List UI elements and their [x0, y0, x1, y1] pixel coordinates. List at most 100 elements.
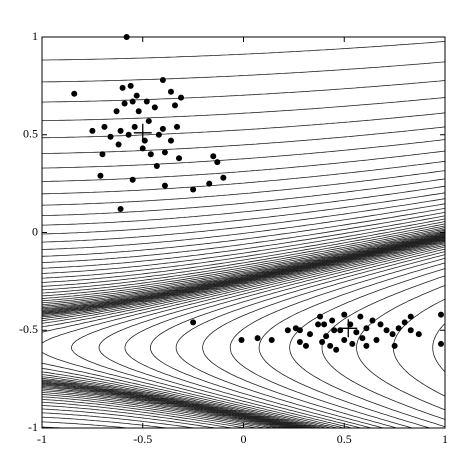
contour-line	[229, 257, 446, 429]
contour-line	[42, 61, 446, 83]
data-point	[101, 123, 108, 130]
data-point	[357, 313, 364, 320]
center-marker	[133, 123, 152, 142]
data-point	[139, 145, 146, 152]
contour-line	[41, 126, 446, 154]
data-point	[119, 84, 126, 91]
data-point	[107, 133, 114, 140]
contour-line	[41, 221, 446, 429]
data-point	[383, 327, 390, 334]
contour-line	[41, 215, 446, 429]
data-point	[395, 325, 402, 332]
contour-line	[41, 198, 446, 243]
x-tick-label: -0.5	[133, 432, 152, 446]
data-point	[145, 118, 152, 125]
data-point	[117, 206, 124, 213]
contour-line	[41, 235, 446, 429]
contour-line	[98, 244, 446, 429]
contour-line	[175, 251, 446, 429]
data-point	[176, 155, 183, 162]
contour-line	[124, 246, 446, 429]
data-point	[151, 104, 158, 111]
data-point	[206, 180, 213, 187]
data-point	[147, 151, 154, 158]
contour-line	[41, 185, 446, 226]
data-point	[161, 149, 168, 156]
contour-line	[41, 229, 446, 429]
data-point	[167, 88, 174, 95]
data-point	[113, 108, 120, 115]
x-tick-label: -1	[37, 432, 47, 446]
data-point	[296, 327, 303, 334]
data-point	[302, 342, 309, 349]
data-point	[373, 337, 380, 344]
y-tick-label: 0.5	[23, 127, 38, 141]
data-point	[99, 151, 106, 158]
data-point	[341, 311, 348, 318]
contour-line	[392, 298, 446, 397]
data-point	[143, 98, 150, 105]
data-point	[174, 123, 181, 130]
contour-line	[41, 212, 446, 263]
data-point	[121, 100, 128, 107]
data-point	[115, 141, 122, 148]
data-point	[210, 153, 217, 160]
contour-line	[41, 237, 446, 429]
contour-line	[41, 218, 446, 429]
data-point	[97, 172, 104, 179]
contour-line	[41, 80, 446, 103]
contour-line	[41, 208, 445, 257]
data-point	[407, 327, 414, 334]
y-tick-label: -1	[28, 420, 38, 434]
data-point	[220, 174, 227, 181]
data-point	[319, 338, 326, 345]
data-point	[437, 340, 444, 347]
contour-line	[41, 232, 446, 429]
contour-line	[41, 242, 446, 429]
data-point	[323, 333, 330, 340]
data-point	[89, 127, 96, 134]
contour-line	[41, 236, 446, 429]
data-point	[268, 337, 275, 344]
data-point	[159, 125, 166, 132]
contour-line	[41, 237, 446, 429]
data-point	[327, 342, 334, 349]
data-point	[329, 317, 336, 324]
contour-line	[321, 275, 446, 420]
data-point	[363, 325, 370, 332]
contour-line	[41, 178, 446, 216]
contour-line	[41, 41, 446, 61]
data-point	[125, 131, 132, 138]
data-point	[377, 321, 384, 328]
data-point	[407, 313, 414, 320]
data-point	[306, 331, 313, 338]
contour-line	[41, 241, 446, 429]
data-point	[190, 319, 197, 326]
contour-line	[41, 239, 446, 429]
data-point	[155, 131, 162, 138]
contour-line	[41, 232, 446, 429]
contour-line	[41, 233, 446, 429]
data-point	[135, 108, 142, 115]
data-point	[401, 319, 408, 326]
data-point	[167, 137, 174, 144]
data-point	[391, 342, 398, 349]
data-point	[437, 311, 444, 318]
data-point	[171, 102, 178, 109]
contour-line	[41, 223, 446, 429]
data-point	[254, 335, 261, 342]
data-point	[359, 335, 366, 342]
contour-line	[150, 248, 446, 429]
data-point	[178, 94, 185, 101]
contour-line	[356, 285, 446, 411]
data-point	[133, 92, 140, 99]
data-point	[415, 331, 422, 338]
contour-line	[41, 112, 446, 139]
contour-line	[41, 238, 446, 429]
x-tick-label: 0.5	[337, 432, 352, 446]
data-point	[159, 77, 166, 84]
contour-line	[41, 234, 446, 429]
data-point	[117, 127, 124, 134]
y-tick-label: -0.5	[19, 322, 38, 336]
